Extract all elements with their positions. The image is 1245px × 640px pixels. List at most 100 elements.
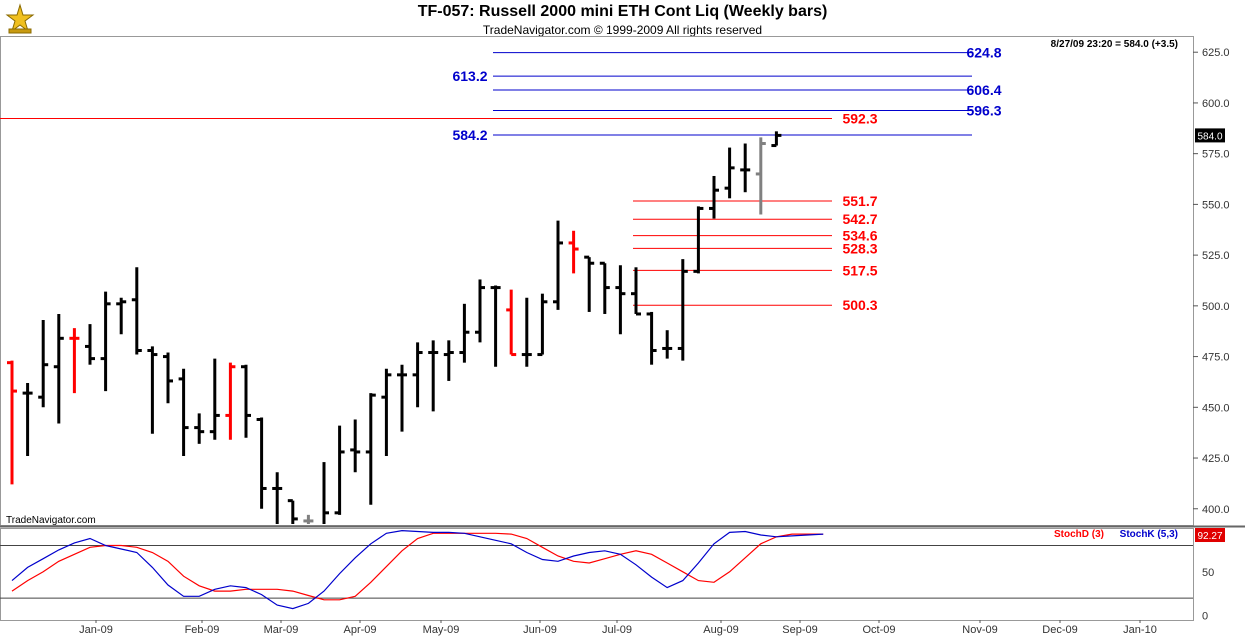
stoch-last-label: 92.27: [1197, 531, 1222, 542]
y-axis-tick-label: 625.0: [1202, 47, 1230, 59]
ohlc-bar: [631, 267, 641, 316]
x-axis-label: Dec-09: [1042, 624, 1077, 636]
level-label: 542.7: [842, 211, 877, 227]
stoch-y-tick-label: 0: [1202, 611, 1208, 623]
ohlc-bar: [350, 419, 361, 473]
y-axis-tick-label: 450.0: [1202, 402, 1230, 414]
ohlc-bar: [38, 320, 49, 408]
ohlc-bar: [646, 311, 657, 365]
level-label: 551.7: [842, 193, 877, 209]
level-label: 500.3: [842, 297, 877, 313]
stoch-k-legend: StochK (5,3): [1120, 529, 1178, 540]
ohlc-bar: [100, 291, 111, 392]
ohlc-bar: [116, 297, 127, 335]
y-axis-tick-label: 550.0: [1202, 199, 1230, 211]
ohlc-bar: [241, 364, 251, 438]
ohlc-bar: [412, 342, 423, 408]
level-label: 592.3: [842, 111, 877, 127]
watermark: TradeNavigator.com: [6, 515, 96, 526]
ohlc-bar: [209, 358, 220, 440]
ohlc-bar: [322, 462, 329, 524]
quote-info: 8/27/09 23:20 = 584.0 (+3.5): [1051, 39, 1178, 50]
ohlc-bar: [147, 346, 158, 434]
ohlc-bar: [53, 313, 64, 424]
ohlc-bar: [443, 340, 454, 381]
ohlc-bar: [475, 279, 485, 343]
ohlc-bar: [755, 137, 766, 215]
ohlc-bar: [397, 364, 407, 432]
stoch-y-tick-label: 50: [1202, 567, 1214, 579]
stoch-last-tag: [1195, 528, 1225, 543]
ohlc-bar: [584, 255, 595, 312]
ohlc-bar: [272, 472, 283, 524]
ohlc-bar: [740, 143, 751, 193]
ohlc-bar: [365, 393, 376, 505]
x-axis-label: Jan-09: [79, 624, 113, 636]
x-axis-label: Nov-09: [962, 624, 997, 636]
x-axis-label: Feb-09: [185, 624, 220, 636]
ohlc-bar: [381, 368, 392, 457]
level-label: 528.3: [842, 240, 877, 256]
x-axis-label: Jul-09: [602, 624, 632, 636]
chart-title: TF-057: Russell 2000 mini ETH Cont Liq (…: [417, 3, 828, 20]
level-label: 534.6: [842, 228, 877, 244]
y-axis-tick-label: 475.0: [1202, 352, 1230, 364]
ohlc-bar: [459, 303, 470, 363]
ohlc-bar: [69, 328, 80, 394]
y-axis-tick-label: 525.0: [1202, 250, 1230, 262]
ohlc-bar: [771, 131, 782, 148]
x-axis-label: Oct-09: [862, 624, 895, 636]
x-axis-label: Sep-09: [782, 624, 817, 636]
level-label: 613.2: [452, 68, 487, 84]
y-axis-tick-label: 575.0: [1202, 149, 1230, 161]
x-axis-label: Jun-09: [523, 624, 557, 636]
x-axis-label: May-09: [423, 624, 460, 636]
ohlc-bar: [506, 289, 517, 357]
y-axis-tick-label: 400.0: [1202, 504, 1230, 516]
ohlc-bar: [662, 330, 673, 359]
ohlc-bar: [7, 360, 17, 485]
ohlc-bar: [178, 368, 189, 457]
stoch-pane-frame: [0, 528, 1194, 621]
ohlc-bar: [256, 417, 267, 509]
y-axis-tick-label: 600.0: [1202, 98, 1230, 110]
x-axis-label: Aug-09: [703, 624, 738, 636]
ohlc-bar: [568, 230, 579, 274]
ohlc-bar: [615, 265, 626, 335]
ohlc-bar: [334, 425, 345, 515]
ohlc-bar: [22, 382, 33, 457]
stoch-series-line: [11, 532, 824, 601]
ohlc-bar: [490, 285, 501, 367]
level-label: 517.5: [842, 262, 877, 278]
level-label: 606.4: [966, 82, 1001, 98]
ohlc-bar: [537, 293, 548, 357]
stoch-d-legend: StochD (3): [1054, 529, 1104, 540]
ohlc-bar: [287, 499, 298, 524]
ohlc-bar: [693, 206, 704, 274]
x-axis-label: Jan-10: [1123, 624, 1157, 636]
y-axis-tick-label: 425.0: [1202, 453, 1230, 465]
x-axis-label: Mar-09: [264, 624, 299, 636]
ohlc-bar: [163, 352, 173, 404]
ohlc-bar: [131, 267, 142, 355]
ohlc-bar: [303, 514, 314, 524]
trade-navigator-logo-icon: [5, 3, 35, 34]
ohlc-bar: [553, 220, 563, 310]
copyright-subtitle: TradeNavigator.com © 1999-2009 All right…: [482, 23, 763, 37]
ohlc-bar: [428, 340, 439, 412]
level-label: 596.3: [966, 102, 1001, 118]
ohlc-bar: [724, 147, 735, 199]
x-axis-label: Apr-09: [343, 624, 376, 636]
level-label: 584.2: [452, 127, 487, 143]
price-pane-frame: [0, 36, 1194, 526]
ohlc-bar: [225, 362, 236, 440]
y-axis-tick-label: 500.0: [1202, 301, 1230, 313]
ohlc-bar: [677, 259, 688, 361]
ohlc-bar: [599, 261, 610, 314]
ohlc-bar: [194, 413, 205, 444]
ohlc-bar: [85, 324, 95, 365]
ohlc-bar: [521, 297, 532, 367]
stoch-series-line: [11, 529, 824, 610]
